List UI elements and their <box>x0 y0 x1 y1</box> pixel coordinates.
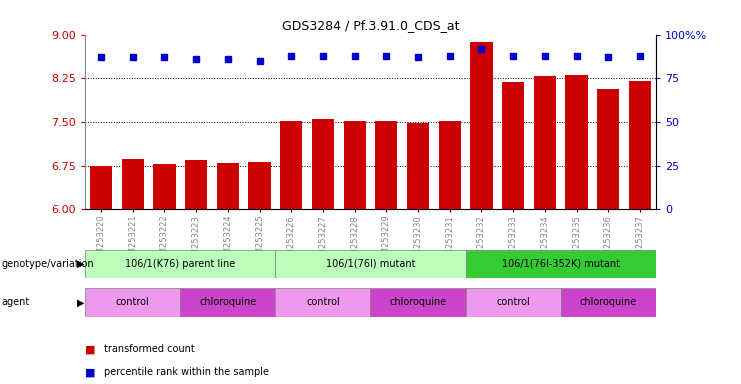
Bar <box>280 121 302 209</box>
Text: genotype/variation: genotype/variation <box>1 259 94 269</box>
Bar <box>597 89 619 209</box>
Text: ▶: ▶ <box>77 297 84 308</box>
Text: transformed count: transformed count <box>104 344 194 354</box>
Text: ■: ■ <box>85 344 99 354</box>
Bar <box>534 76 556 209</box>
Text: 106/1(K76) parent line: 106/1(K76) parent line <box>125 259 236 269</box>
Bar <box>407 123 429 209</box>
Bar <box>312 119 334 209</box>
Bar <box>471 41 493 209</box>
Bar <box>502 82 524 209</box>
Bar <box>248 162 270 209</box>
Text: chloroquine: chloroquine <box>390 297 447 308</box>
Bar <box>629 81 651 209</box>
Bar <box>90 166 112 209</box>
Title: GDS3284 / Pf.3.91.0_CDS_at: GDS3284 / Pf.3.91.0_CDS_at <box>282 19 459 32</box>
Bar <box>217 163 239 209</box>
Bar <box>276 288 370 317</box>
Text: chloroquine: chloroquine <box>199 297 256 308</box>
Bar <box>153 164 176 209</box>
Bar <box>370 288 465 317</box>
Bar <box>276 250 465 278</box>
Text: percentile rank within the sample: percentile rank within the sample <box>104 367 269 377</box>
Bar <box>344 121 366 209</box>
Text: ■: ■ <box>85 367 99 377</box>
Text: ▶: ▶ <box>77 259 84 269</box>
Bar <box>565 75 588 209</box>
Text: agent: agent <box>1 297 30 308</box>
Text: control: control <box>496 297 530 308</box>
Text: 106/1(76I) mutant: 106/1(76I) mutant <box>326 259 415 269</box>
Bar <box>185 160 207 209</box>
Text: chloroquine: chloroquine <box>579 297 637 308</box>
Bar <box>465 250 656 278</box>
Bar <box>439 121 461 209</box>
Bar <box>465 288 561 317</box>
Text: control: control <box>306 297 340 308</box>
Bar <box>122 159 144 209</box>
Text: control: control <box>116 297 150 308</box>
Bar <box>85 250 276 278</box>
Bar <box>180 288 276 317</box>
Bar <box>85 288 180 317</box>
Bar <box>561 288 656 317</box>
Bar <box>375 121 397 209</box>
Text: 106/1(76I-352K) mutant: 106/1(76I-352K) mutant <box>502 259 619 269</box>
